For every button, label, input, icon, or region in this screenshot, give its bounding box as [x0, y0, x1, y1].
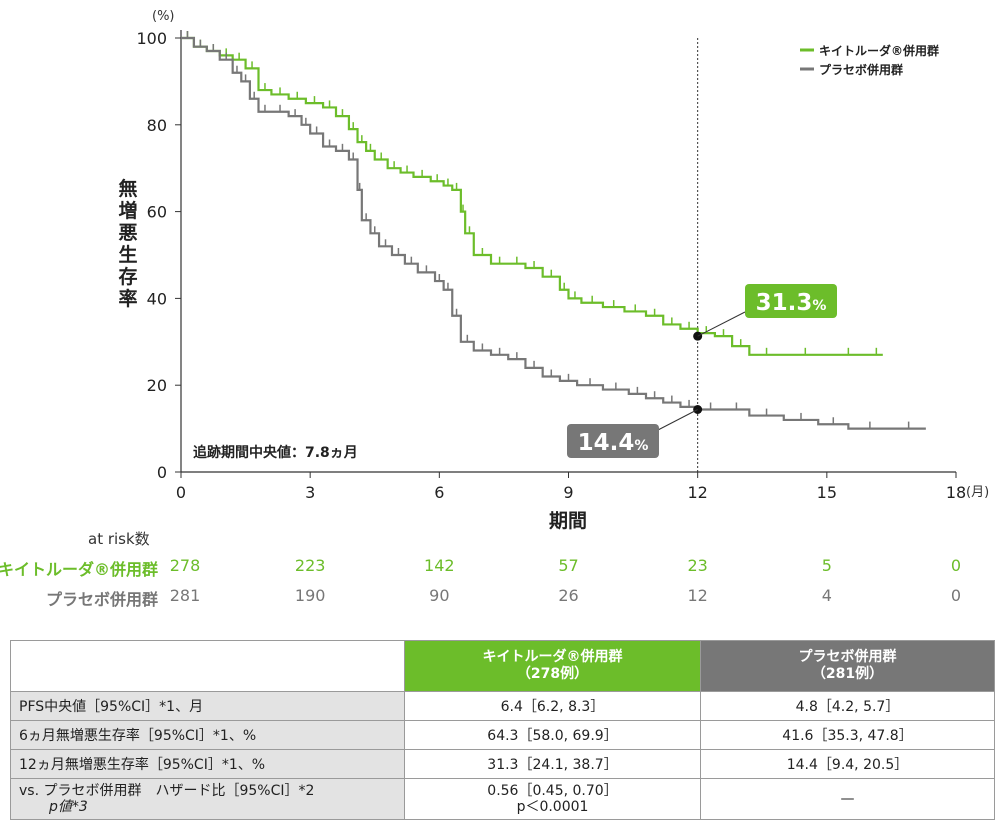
row-label: PFS中央値［95%CI］*1、月 [10, 691, 405, 721]
y-unit-label: (%) [152, 9, 175, 24]
y-axis-label: 無増悪生存率 [118, 177, 137, 310]
cell-pembrolizumab: 64.3［58.0, 69.9］ [404, 720, 701, 750]
header-blank [10, 640, 405, 692]
y-ticks: 0 20 40 60 80 100 [136, 29, 181, 482]
x-unit-label: (月) [966, 485, 989, 500]
at-risk-row-pembrolizumab: キイトルーダ®併用群 278 223 142 57 23 5 0 [0, 556, 1000, 580]
at-risk-value: 5 [821, 556, 832, 575]
curve-pembrolizumab [181, 36, 883, 356]
at-risk-value: 57 [558, 556, 579, 575]
at-risk-title: at risk数 [88, 530, 150, 548]
at-risk-value: 23 [687, 556, 708, 575]
y-tick-label: 40 [147, 289, 167, 308]
at-risk-label: プラセボ併用群 [45, 590, 158, 609]
at-risk-value: 223 [294, 556, 326, 575]
callout-leader [657, 409, 698, 431]
callout-box [567, 424, 659, 458]
row-label: 6ヵ月無増悪生存率［95%CI］*1、% [10, 720, 405, 750]
row-label: 12ヵ月無増悪生存率［95%CI］*1、% [10, 749, 405, 779]
x-tick-label: 6 [434, 483, 444, 502]
at-risk-value: 0 [950, 556, 962, 575]
x-tick-label: 9 [563, 483, 573, 502]
at-risk-table: at risk数 キイトルーダ®併用群 278 223 142 57 23 5 0 プラセボ… [0, 520, 1000, 620]
summary-header-row: キイトルーダ®併用群 （278例） プラセボ併用群 （281例） [10, 640, 995, 692]
y-tick-label: 20 [147, 376, 167, 395]
x-tick-label: 18 [946, 483, 966, 502]
y-tick-label: 0 [157, 463, 167, 482]
pfs-kaplan-meier-chart: 0 20 40 60 80 100 0 3 6 9 12 15 18 31.3% 14.4% (%) (… [118, 9, 989, 532]
callout-label: 31.3% [756, 290, 827, 316]
y-tick-label: 100 [136, 29, 167, 48]
at-risk-value: 90 [429, 586, 450, 605]
x-tick-label: 3 [305, 483, 315, 502]
cell-pembrolizumab: 0.56［0.45, 0.70］ p＜0.0001 [404, 778, 701, 820]
header-pembrolizumab: キイトルーダ®併用群 （278例） [404, 640, 701, 692]
cell-pembrolizumab: 6.4［6.2, 8.3］ [404, 691, 701, 721]
survival-curves [181, 31, 926, 430]
at-risk-value: 12 [687, 586, 708, 605]
cell-placebo: 41.6［35.3, 47.8］ [700, 720, 995, 750]
x-tick-label: 0 [176, 483, 186, 502]
x-ticks: 0 3 6 9 12 15 18 [176, 472, 966, 502]
cell-pembrolizumab: 31.3［24.1, 38.7］ [404, 749, 701, 779]
followup-annotation: 追跡期間中央値：7.8ヵ月 [193, 444, 358, 461]
at-risk-value: 26 [558, 586, 579, 605]
callouts: 31.3% 14.4% [567, 284, 837, 458]
x-tick-label: 12 [687, 483, 707, 502]
curve-placebo [181, 36, 926, 430]
legend: キイトルーダ®併用群 プラセボ併用群 [800, 43, 939, 77]
x-tick-label: 15 [817, 483, 837, 502]
y-tick-label: 80 [147, 116, 167, 135]
table-row: PFS中央値［95%CI］*1、月 6.4［6.2, 8.3］ 4.8［4.2,… [10, 691, 995, 721]
legend-label-placebo: プラセボ併用群 [819, 62, 903, 77]
at-risk-label: キイトルーダ®併用群 [0, 560, 158, 579]
table-row: 12ヵ月無増悪生存率［95%CI］*1、% 31.3［24.1, 38.7］ 1… [10, 749, 995, 779]
at-risk-value: 4 [821, 586, 832, 605]
y-tick-label: 60 [147, 203, 167, 222]
summary-table: キイトルーダ®併用群 （278例） プラセボ併用群 （281例） PFS中央値［95… [10, 640, 995, 820]
cell-placebo: 14.4［9.4, 20.5］ [700, 749, 995, 779]
row-label: vs. プラセボ併用群 ハザード比［95%CI］*2 p値*3 [10, 778, 405, 820]
at-risk-value: 278 [169, 556, 201, 575]
x-axis-label: 期間 [549, 510, 587, 532]
callout-leader [697, 311, 746, 337]
at-risk-value: 281 [169, 586, 201, 605]
header-placebo: プラセボ併用群 （281例） [700, 640, 995, 692]
at-risk-value: 0 [950, 586, 962, 605]
legend-label-pembrolizumab: キイトルーダ®併用群 [819, 43, 939, 58]
callout-label: 14.4% [578, 430, 649, 456]
table-row: vs. プラセボ併用群 ハザード比［95%CI］*2 p値*3 0.56［0.45… [10, 778, 995, 820]
at-risk-value: 142 [424, 556, 455, 575]
cell-placebo: — [700, 778, 995, 820]
callout-box [745, 284, 837, 318]
at-risk-row-placebo: プラセボ併用群 281 190 90 26 12 4 0 [0, 586, 1000, 610]
cell-placebo: 4.8［4.2, 5.7］ [700, 691, 995, 721]
table-row: 6ヵ月無増悪生存率［95%CI］*1、% 64.3［58.0, 69.9］ 41… [10, 720, 995, 750]
at-risk-value: 190 [294, 586, 326, 605]
